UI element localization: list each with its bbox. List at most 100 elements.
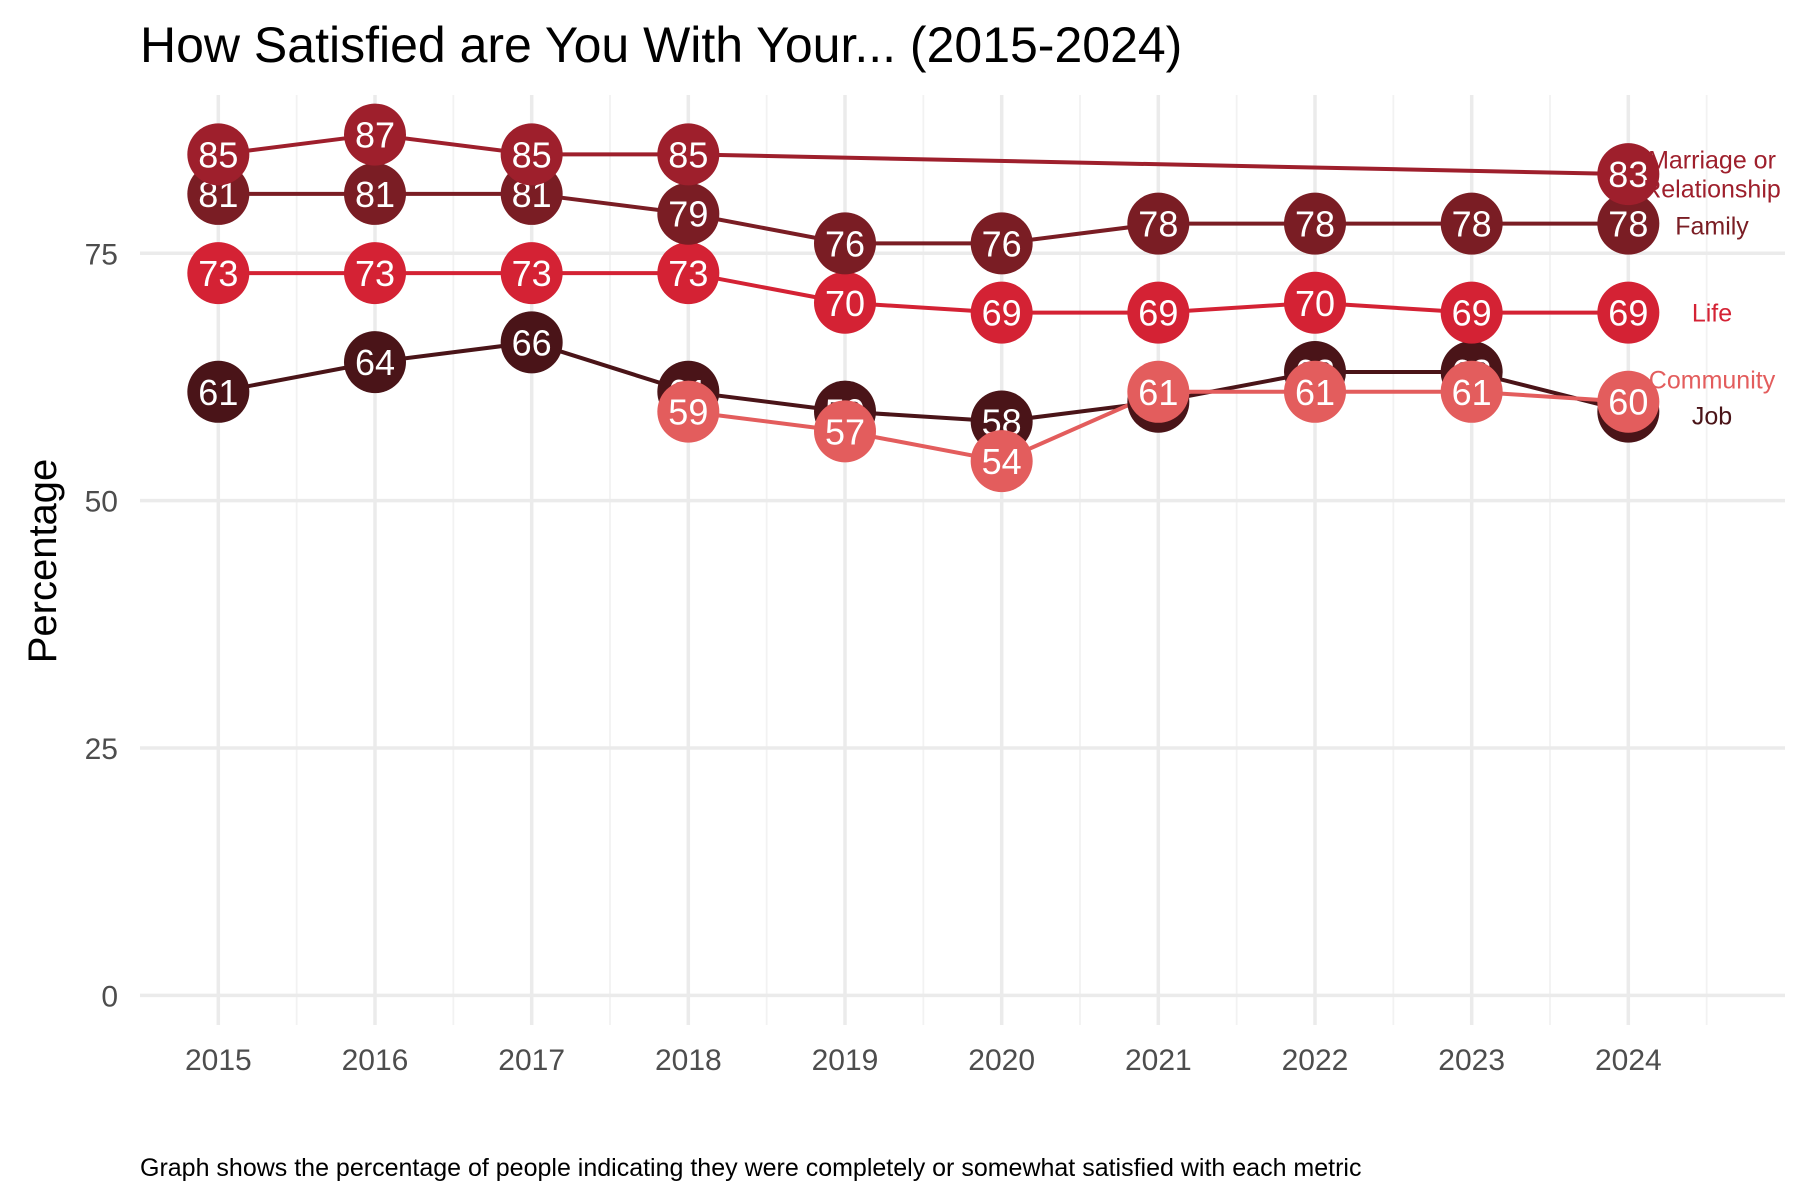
series-label-marriage: Marriage or Relationship xyxy=(1643,147,1781,204)
data-point-family xyxy=(1127,192,1190,255)
data-label-life: 73 xyxy=(668,253,708,294)
data-point-family xyxy=(344,162,406,225)
data-label-family: 76 xyxy=(825,223,865,264)
data-point-community xyxy=(1597,370,1660,433)
series-label-line: Job xyxy=(1692,403,1732,431)
data-label-job: 61 xyxy=(198,372,238,413)
data-point-marriage xyxy=(344,103,406,166)
data-point-life xyxy=(1597,281,1660,344)
data-label-community: 60 xyxy=(1608,382,1648,423)
data-label-community: 61 xyxy=(1138,372,1178,413)
series-label-job: Job xyxy=(1692,403,1732,431)
data-point-marriage xyxy=(1597,143,1660,206)
data-label-life: 69 xyxy=(1138,293,1178,334)
chart-title: How Satisfied are You With Your... (2015… xyxy=(140,17,1182,73)
data-label-family: 76 xyxy=(982,223,1022,264)
data-point-family xyxy=(814,212,876,275)
data-point-life xyxy=(814,271,876,334)
data-label-job: 64 xyxy=(355,342,395,383)
data-point-marriage xyxy=(657,123,720,186)
x-tick-label: 2018 xyxy=(655,1044,722,1077)
data-point-life xyxy=(187,242,250,305)
data-point-community xyxy=(1284,360,1346,423)
grid-minor xyxy=(295,95,1708,1025)
data-point-life xyxy=(1127,281,1190,344)
x-tick-label: 2023 xyxy=(1438,1044,1505,1077)
series-dots: 6164666159586063635959575461616160737373… xyxy=(187,103,1660,493)
y-tick-label: 25 xyxy=(85,733,118,766)
series-label-line: Relationship xyxy=(1643,176,1781,204)
data-point-community xyxy=(970,430,1033,493)
data-point-community xyxy=(814,400,876,463)
data-label-life: 69 xyxy=(1452,293,1492,334)
data-label-community: 59 xyxy=(668,392,708,433)
data-point-life xyxy=(1284,271,1346,334)
data-label-family: 78 xyxy=(1295,204,1335,245)
data-label-life: 69 xyxy=(982,293,1022,334)
data-point-family xyxy=(1597,192,1660,255)
data-point-life xyxy=(1440,281,1503,344)
data-point-life xyxy=(970,281,1033,344)
series-labels: Job Community Life Family Marriage or Relatio… xyxy=(1643,147,1781,431)
x-axis-ticks: 2015 2016 2017 2018 2019 2020 2021 2022 2023 2024 xyxy=(185,1044,1662,1077)
x-tick-label: 2022 xyxy=(1282,1044,1349,1077)
data-point-job xyxy=(344,331,406,394)
x-tick-label: 2019 xyxy=(812,1044,879,1077)
data-label-marriage: 85 xyxy=(512,134,552,175)
data-label-family: 78 xyxy=(1452,204,1492,245)
data-point-community xyxy=(1440,360,1503,423)
x-tick-label: 2021 xyxy=(1125,1044,1192,1077)
data-point-family xyxy=(1284,192,1346,255)
y-axis-label: Percentage xyxy=(21,459,65,664)
x-tick-label: 2016 xyxy=(342,1044,409,1077)
series-label-life: Life xyxy=(1692,300,1732,328)
data-label-marriage: 85 xyxy=(668,134,708,175)
series-label-line: Family xyxy=(1675,213,1749,241)
data-point-job xyxy=(500,311,563,374)
data-point-job xyxy=(187,360,250,423)
data-label-marriage: 87 xyxy=(355,115,395,156)
data-label-life: 70 xyxy=(825,283,865,324)
series-label-line: Community xyxy=(1649,367,1776,395)
data-point-community xyxy=(1127,360,1190,423)
data-label-life: 73 xyxy=(355,253,395,294)
y-tick-label: 50 xyxy=(85,486,118,519)
x-tick-label: 2015 xyxy=(185,1044,252,1077)
y-axis-ticks: 0 25 50 75 xyxy=(85,238,118,1013)
data-label-life: 69 xyxy=(1608,293,1648,334)
data-point-family xyxy=(657,182,720,245)
grid-major xyxy=(140,95,1785,1025)
data-label-community: 54 xyxy=(982,441,1022,482)
x-tick-label: 2024 xyxy=(1595,1044,1662,1077)
x-tick-label: 2017 xyxy=(498,1044,565,1077)
x-tick-label: 2020 xyxy=(968,1044,1035,1077)
data-point-life xyxy=(344,242,406,305)
data-label-community: 57 xyxy=(825,411,865,452)
data-label-job: 66 xyxy=(512,322,552,363)
data-label-family: 78 xyxy=(1138,204,1178,245)
data-label-family: 78 xyxy=(1608,204,1648,245)
data-label-community: 61 xyxy=(1452,372,1492,413)
data-label-life: 73 xyxy=(512,253,552,294)
data-point-life xyxy=(657,242,720,305)
series-line-job xyxy=(217,340,1629,424)
chart-caption: Graph shows the percentage of people ind… xyxy=(140,1154,1361,1182)
data-label-life: 70 xyxy=(1295,283,1335,324)
series-line-life xyxy=(218,271,1629,315)
data-label-life: 73 xyxy=(198,253,238,294)
data-point-community xyxy=(657,380,720,443)
data-point-marriage xyxy=(187,123,250,186)
data-label-community: 61 xyxy=(1295,372,1335,413)
data-point-family xyxy=(1440,192,1503,255)
series-label-community: Community xyxy=(1649,367,1776,395)
series-label-line: Life xyxy=(1692,300,1732,328)
data-label-family: 79 xyxy=(668,194,708,235)
data-label-marriage: 85 xyxy=(198,134,238,175)
series-label-line: Marriage or xyxy=(1648,147,1776,175)
data-point-marriage xyxy=(500,123,563,186)
data-label-family: 81 xyxy=(355,174,395,215)
data-point-family xyxy=(970,212,1033,275)
data-point-life xyxy=(500,242,563,305)
series-label-family: Family xyxy=(1675,213,1749,241)
